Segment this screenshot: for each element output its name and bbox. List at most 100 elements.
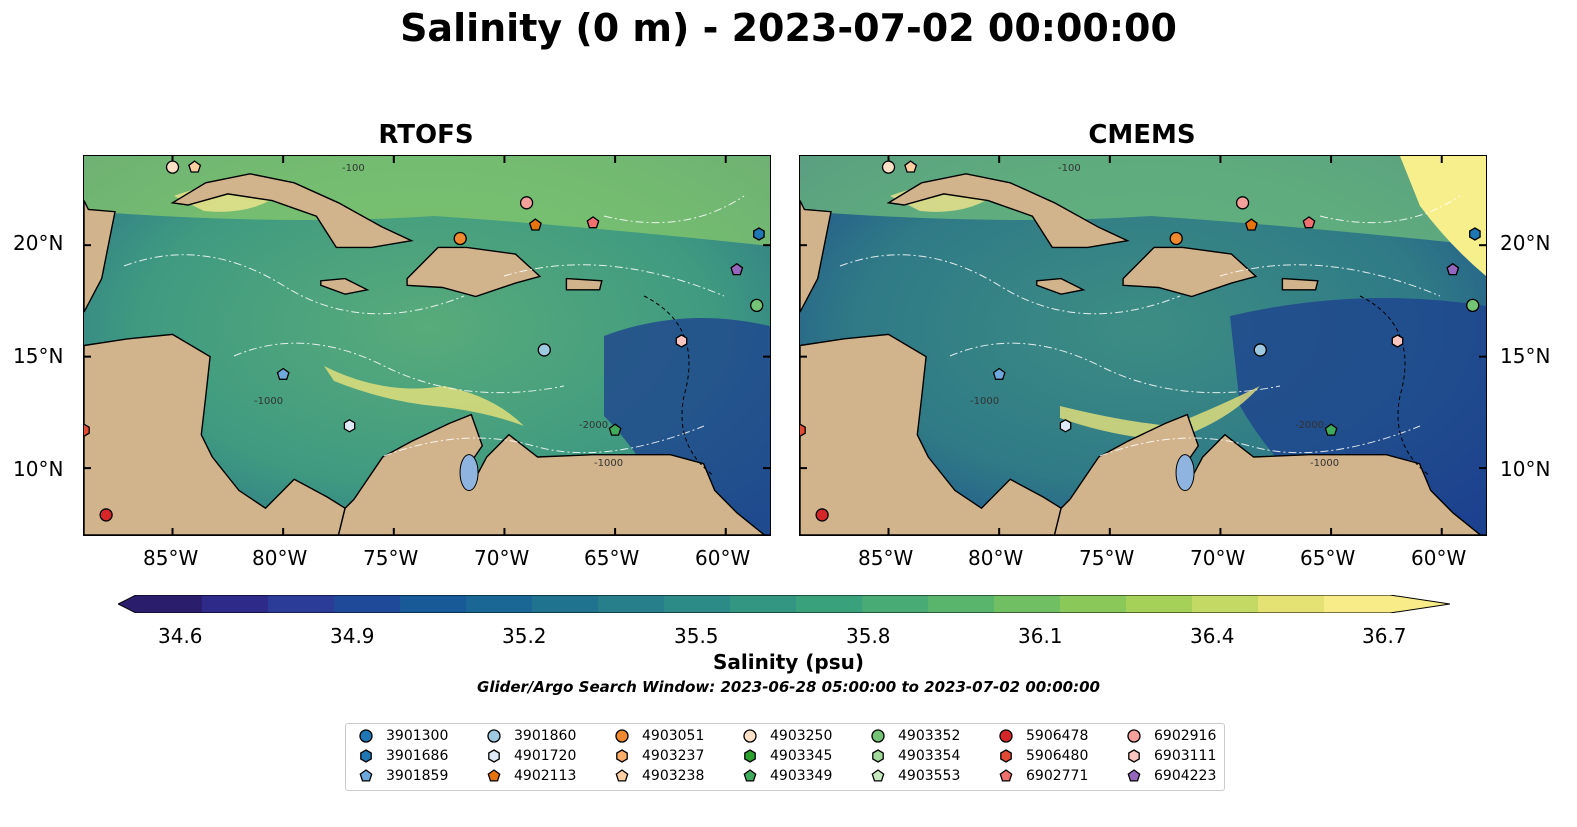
legend-marker — [871, 769, 885, 782]
legend-marker — [1127, 729, 1141, 743]
colorbar-tick-34.6: 34.6 — [158, 624, 203, 648]
lon-label-85w-rtofs: 85°W — [143, 546, 199, 570]
legend-item: 3901300 — [358, 727, 448, 745]
legend-item: 4903238 — [614, 767, 704, 785]
float-marker — [276, 367, 290, 380]
legend-label: 3901860 — [514, 728, 577, 744]
colorbar-extend-low — [118, 595, 136, 613]
colorbar-gradient — [116, 594, 1451, 614]
legend-item: 3901860 — [486, 727, 576, 745]
contour-label: -2000 — [579, 420, 608, 431]
legend-marker — [487, 729, 501, 743]
legend-label: 6904223 — [1154, 768, 1217, 784]
legend-marker — [1127, 769, 1141, 782]
float-marker — [1169, 231, 1183, 246]
legend-marker — [616, 749, 628, 763]
legend-marker-shape — [1128, 749, 1140, 763]
legend-marker-shape — [1000, 749, 1012, 763]
contour-label: -100 — [342, 163, 365, 174]
lon-label-80w-cmems: 80°W — [968, 546, 1024, 570]
colorbar-segment — [268, 595, 335, 613]
lon-label-70w-cmems: 70°W — [1190, 546, 1246, 570]
legend-item: 4902113 — [486, 767, 576, 785]
legend-label: 4903051 — [642, 728, 705, 744]
legend-item: 4903553 — [870, 767, 960, 785]
lat-label-15n-left: 15°N — [13, 344, 64, 368]
legend-label: 4903237 — [642, 748, 705, 764]
legend-marker-shape — [360, 749, 372, 763]
land-hispaniola — [1122, 246, 1258, 298]
legend-marker — [359, 769, 373, 782]
legend-marker — [615, 729, 629, 743]
legend-marker — [999, 769, 1013, 782]
float-marker — [608, 423, 622, 436]
colorbar-segment — [862, 595, 929, 613]
float-marker — [1466, 298, 1480, 313]
legend-label: 4903553 — [898, 768, 961, 784]
salinity-high-band — [324, 366, 524, 426]
lon-label-75w-cmems: 75°W — [1079, 546, 1135, 570]
legend-label: 4903238 — [642, 768, 705, 784]
legend-marker-shape — [999, 729, 1013, 743]
legend-label: 3901300 — [386, 728, 449, 744]
legend-item: 5906478 — [998, 727, 1088, 745]
land-jamaica — [320, 277, 370, 295]
legend-label: 4901720 — [514, 748, 577, 764]
bathymetry-contour — [603, 195, 745, 224]
legend-label: 6902916 — [1154, 728, 1217, 744]
colorbar-tick-36.1: 36.1 — [1018, 624, 1063, 648]
colorbar-segment — [928, 595, 995, 613]
colorbar-tick-36.7: 36.7 — [1362, 624, 1407, 648]
legend-item: 4903237 — [614, 747, 704, 765]
contour-label: -1000 — [594, 458, 623, 469]
antilles-contour — [643, 295, 715, 477]
contour-label: -1000 — [1310, 458, 1339, 469]
land-puerto-rico — [565, 277, 603, 291]
legend-marker-shape — [616, 749, 628, 763]
legend-item: 6902916 — [1126, 727, 1216, 745]
land-cuba — [170, 173, 414, 249]
land-cuba — [886, 173, 1130, 249]
colorbar-segment — [532, 595, 599, 613]
bathymetry-contour — [949, 342, 1281, 394]
legend-marker-shape — [487, 729, 501, 743]
contour-label: -100 — [1058, 163, 1081, 174]
float-marker — [800, 423, 806, 437]
legend-marker-shape — [743, 769, 757, 782]
bathymetry-contour — [839, 254, 1181, 315]
colorbar — [116, 594, 1451, 614]
bathymetry-contour — [383, 425, 705, 457]
float-marker — [1446, 262, 1460, 276]
float-marker — [586, 216, 600, 229]
legend-label: 4902113 — [514, 768, 577, 784]
float-marker — [1391, 334, 1404, 348]
bathymetry-contour — [1099, 425, 1421, 457]
land-south-america — [337, 413, 770, 535]
salinity-ne-high — [1400, 156, 1486, 276]
legend-marker-shape — [1127, 769, 1141, 782]
colorbar-segment — [1126, 595, 1193, 613]
legend-label: 5906478 — [1026, 728, 1089, 744]
legend-marker-shape — [488, 749, 500, 763]
lat-label-10n-right: 10°N — [1500, 457, 1551, 481]
float-marker — [730, 262, 744, 276]
legend-item: 3901686 — [358, 747, 448, 765]
colorbar-segment — [466, 595, 533, 613]
float-marker — [815, 508, 829, 522]
legend-label: 6903111 — [1154, 748, 1217, 764]
colorbar-segment — [1192, 595, 1259, 613]
float-marker — [753, 227, 765, 241]
colorbar-segment — [1258, 595, 1325, 613]
bathymetry-contour — [1319, 195, 1461, 224]
colorbar-segment — [994, 595, 1061, 613]
colorbar-tick-36.4: 36.4 — [1190, 624, 1235, 648]
lat-label-10n-left: 10°N — [13, 457, 64, 481]
float-marker — [537, 343, 551, 357]
lat-label-15n-right: 15°N — [1500, 344, 1551, 368]
map-canvas: -100 -1000 -2000 -1000 — [800, 156, 1486, 535]
colorbar-segment — [730, 595, 797, 613]
bathymetry-contour — [233, 342, 565, 394]
lon-label-75w-rtofs: 75°W — [363, 546, 419, 570]
legend-label: 4903349 — [770, 768, 833, 784]
colorbar-segment — [796, 595, 863, 613]
